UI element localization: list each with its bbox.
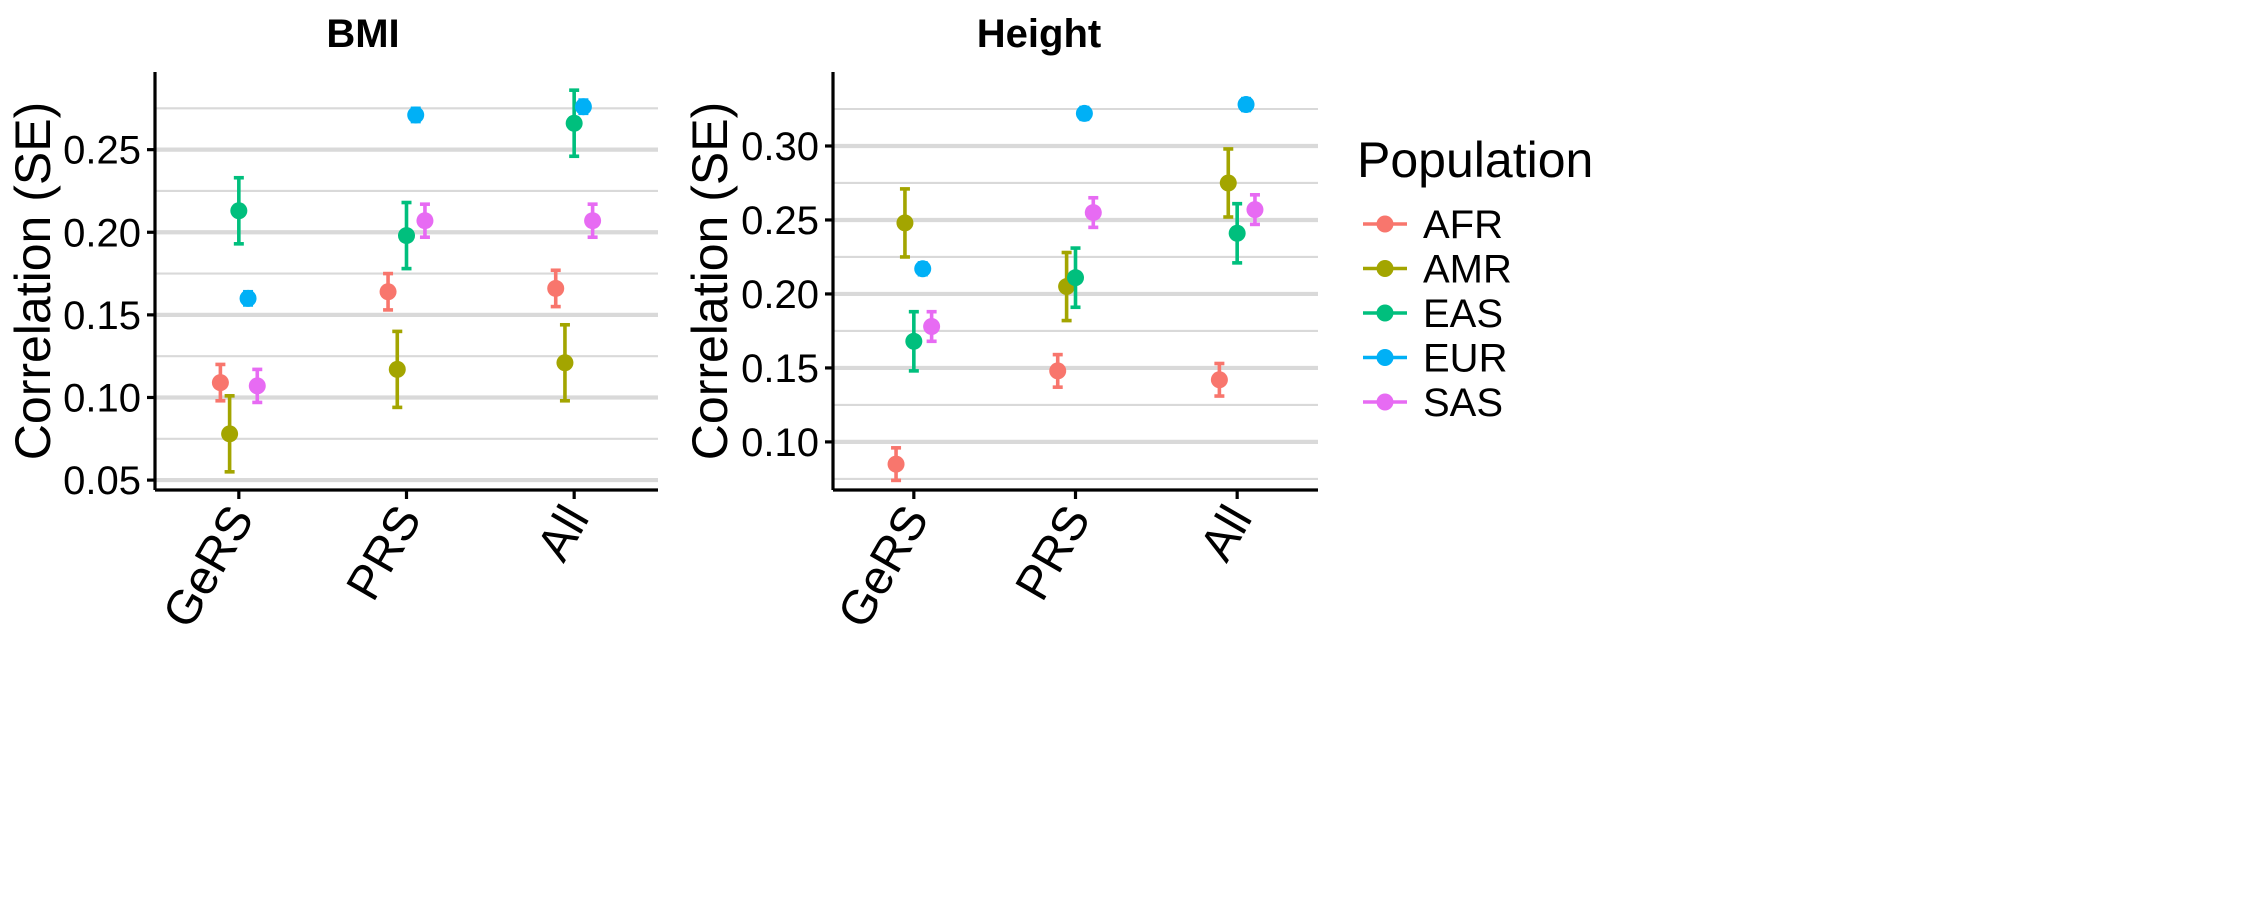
point-eur: [574, 98, 592, 116]
panel-bmi: 0.05 0.10 0.15 0.20 0.25 GeRS PRS All BMI Correla…: [5, 12, 658, 637]
legend-key-afr: [1363, 215, 1407, 233]
point-afr: [887, 455, 905, 473]
y-tick-label: 0.20: [63, 211, 141, 255]
point-sas: [923, 317, 941, 335]
point-sas: [1084, 204, 1102, 222]
point-amr: [388, 360, 406, 378]
legend-key-point: [1376, 349, 1394, 366]
point-afr: [547, 279, 565, 297]
point-eur: [1075, 104, 1093, 122]
legend-label-eur: EUR: [1423, 337, 1507, 381]
point-eur: [1237, 96, 1255, 114]
x-tick-label: PRS: [1006, 497, 1101, 609]
y-tick-label: 0.30: [741, 125, 819, 169]
legend-key-eur: [1363, 349, 1407, 366]
point-afr: [1049, 362, 1067, 380]
legend-title: Population: [1357, 132, 1593, 188]
point-sas: [1246, 201, 1264, 219]
y-tick-label: 0.15: [741, 347, 819, 391]
point-afr: [1210, 371, 1228, 389]
x-tick-label: All: [527, 497, 600, 570]
x-tick-label: GeRS: [153, 497, 264, 637]
point-eas: [565, 114, 583, 132]
x-tick-label: PRS: [337, 497, 432, 609]
point-sas: [584, 212, 602, 230]
point-eas: [1067, 269, 1084, 287]
panel-height: 0.10 0.15 0.20 0.25 0.30 GeRS PRS All Height Corr…: [682, 12, 1318, 637]
legend-label-amr: AMR: [1423, 248, 1512, 292]
legend-key-point: [1376, 215, 1394, 233]
point-sas: [248, 377, 266, 395]
y-axis-label: Correlation (SE): [5, 102, 61, 460]
point-afr: [379, 283, 397, 301]
legend-key-point: [1376, 393, 1394, 411]
y-axis-label: Correlation (SE): [682, 102, 738, 460]
point-amr: [556, 354, 574, 372]
y-tick-label: 0.10: [741, 421, 819, 465]
legend-label-afr: AFR: [1423, 203, 1503, 247]
legend-key-point: [1376, 260, 1394, 277]
panel-title: BMI: [326, 12, 399, 56]
legend-key-point: [1376, 304, 1394, 322]
x-tick-label: All: [1190, 497, 1263, 570]
point-eas: [230, 202, 248, 220]
point-eas: [905, 332, 923, 350]
x-tick-label: GeRS: [828, 497, 939, 637]
point-sas: [416, 212, 434, 230]
point-eur: [914, 260, 932, 278]
panel-title: Height: [977, 12, 1101, 56]
point-eas: [398, 227, 415, 245]
point-amr: [896, 214, 914, 232]
y-tick-label: 0.25: [741, 199, 819, 243]
legend-key-sas: [1363, 393, 1407, 411]
point-eas: [1228, 224, 1246, 242]
y-tick-label: 0.05: [63, 459, 141, 503]
legend-label-sas: SAS: [1423, 381, 1503, 425]
legend-key-amr: [1363, 260, 1407, 277]
y-tick-label: 0.15: [63, 294, 141, 338]
point-eur: [239, 289, 257, 307]
point-afr: [211, 374, 229, 392]
legend-key-eas: [1363, 304, 1407, 322]
legend-label-eas: EAS: [1423, 292, 1503, 336]
y-tick-label: 0.20: [741, 273, 819, 317]
chart-panels: 0.05 0.10 0.15 0.20 0.25 GeRS PRS All BMI Correla…: [5, 12, 1318, 637]
point-amr: [1219, 174, 1237, 192]
y-tick-label: 0.10: [63, 376, 141, 420]
point-eur: [407, 106, 425, 124]
point-amr: [221, 425, 239, 443]
y-tick-label: 0.25: [63, 129, 141, 173]
